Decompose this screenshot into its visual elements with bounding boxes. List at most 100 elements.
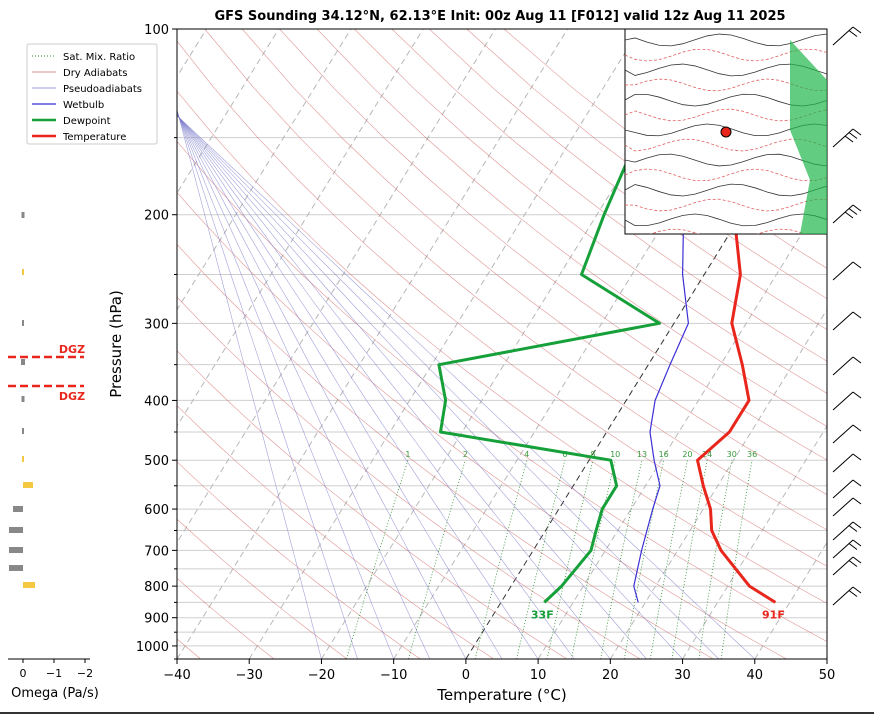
pseudoadiabat xyxy=(177,115,719,659)
pseudoadiabat xyxy=(177,114,611,659)
dry-adiabat xyxy=(241,29,827,495)
mixing-ratio-label: 2 xyxy=(463,450,468,459)
wind-barb-flag xyxy=(852,261,862,269)
mixing-ratio-line xyxy=(546,460,594,659)
dry-adiabat xyxy=(316,29,827,427)
mixing-ratio-label: 24 xyxy=(702,450,712,459)
wind-barb-flag xyxy=(852,497,862,505)
surface-temp-label: 91F xyxy=(762,608,785,621)
mixing-ratio-line xyxy=(571,460,616,659)
wind-barb-flag xyxy=(852,556,862,564)
mixing-ratio-line xyxy=(720,460,753,659)
mixing-ratio-line xyxy=(408,460,466,659)
wind-barb-flag xyxy=(852,539,862,547)
map-green-region xyxy=(790,40,827,234)
x-tick-label: −20 xyxy=(308,668,335,683)
mixing-ratio-label: 10 xyxy=(610,450,620,459)
pseudoadiabat xyxy=(177,113,539,659)
dry-adiabat xyxy=(177,140,827,642)
wind-barb-shaft xyxy=(832,26,854,46)
omega-axis-label: Omega (Pa/s) xyxy=(11,686,99,701)
omega-bar xyxy=(22,320,24,326)
wind-barb-flag xyxy=(848,590,858,597)
mixing-ratio-line xyxy=(698,460,733,659)
wind-barb-flag xyxy=(852,391,862,399)
pseudoadiabat xyxy=(177,112,431,659)
dry-adiabat xyxy=(177,577,275,659)
omega-bar xyxy=(21,359,25,365)
dry-adiabat xyxy=(177,191,787,659)
isotherm-line xyxy=(537,192,827,659)
wind-barb-shaft xyxy=(832,356,854,376)
map-contour xyxy=(625,33,827,47)
mixing-ratio-label: 30 xyxy=(727,450,737,459)
pseudoadiabat xyxy=(177,111,394,659)
wind-barb-flag xyxy=(852,479,862,487)
dgz-label: DGZ xyxy=(59,390,85,403)
x-tick-label: −10 xyxy=(380,668,407,683)
mixing-ratio-label: 1 xyxy=(405,450,410,459)
y-tick-label: 600 xyxy=(144,503,169,518)
y-tick-label: 1000 xyxy=(136,640,169,655)
omega-bar xyxy=(9,565,23,571)
y-tick-label: 400 xyxy=(144,394,169,409)
wind-barb-flag xyxy=(852,204,862,212)
pseudoadiabat xyxy=(177,113,503,659)
dry-adiabat xyxy=(391,29,827,362)
map-contour xyxy=(625,183,827,197)
legend-box xyxy=(26,43,158,145)
wind-barb-shaft xyxy=(832,479,854,499)
isotherm-line xyxy=(248,29,641,659)
inset-map xyxy=(624,28,828,235)
plot-frame xyxy=(176,28,828,660)
wind-barb-flag xyxy=(848,543,858,550)
omega-panel: DGZ DGZ 0 −1 −2 Omega (Pa/s) xyxy=(8,212,99,701)
mixing-ratio-label: 8 xyxy=(590,450,595,459)
isotherm-line xyxy=(177,29,569,659)
wind-barb-shaft xyxy=(832,539,854,559)
surface-dewpoint-label: 33F xyxy=(531,608,554,621)
mixing-ratio-label: 4 xyxy=(524,450,529,459)
isotherm-line xyxy=(177,29,496,544)
wind-barbs xyxy=(832,26,862,606)
x-tick-label: 40 xyxy=(747,668,764,683)
map-contour xyxy=(625,213,827,227)
omega-bar xyxy=(21,212,25,218)
mixing-ratio-label: 6 xyxy=(562,450,567,459)
wind-barb-shaft xyxy=(832,586,854,606)
map-contour xyxy=(625,198,827,212)
mixing-ratio-line xyxy=(346,460,409,659)
mixing-ratio-label: 16 xyxy=(659,450,669,459)
omega-bar xyxy=(22,456,24,462)
legend-label: Temperature xyxy=(62,132,126,143)
pseudoadiabat xyxy=(177,114,683,659)
wind-barb-flag xyxy=(852,26,862,34)
omega-tick-label: −2 xyxy=(77,667,93,680)
legend-label: Pseudoadiabats xyxy=(63,84,142,95)
mixing-ratio-label: 36 xyxy=(747,450,757,459)
x-tick-label: −40 xyxy=(163,668,190,683)
dry-adiabat xyxy=(177,405,494,659)
dry-adiabat xyxy=(177,243,714,659)
omega-bar xyxy=(9,527,23,533)
chart-title: GFS Sounding 34.12°N, 62.13°E Init: 00z … xyxy=(214,9,785,24)
mixing-ratio-label: 20 xyxy=(682,450,692,459)
wind-barb-flag xyxy=(848,30,858,37)
dry-adiabat xyxy=(466,29,827,300)
omega-bar xyxy=(23,482,33,488)
wind-barb-flag xyxy=(852,521,862,529)
pseudoadiabat xyxy=(177,110,358,659)
dry-adiabat xyxy=(354,29,827,394)
pseudoadiabat xyxy=(177,108,322,659)
omega-tick-label: −1 xyxy=(46,667,62,680)
isotherm-line xyxy=(609,308,827,659)
dry-adiabat xyxy=(177,350,567,659)
legend-label: Wetbulb xyxy=(63,100,104,111)
pseudoadiabat xyxy=(177,112,467,659)
series-temperature xyxy=(696,29,777,604)
isotherm-line xyxy=(826,658,827,659)
wind-barb-shaft xyxy=(832,204,854,224)
legend-label: Sat. Mix. Ratio xyxy=(63,52,135,63)
